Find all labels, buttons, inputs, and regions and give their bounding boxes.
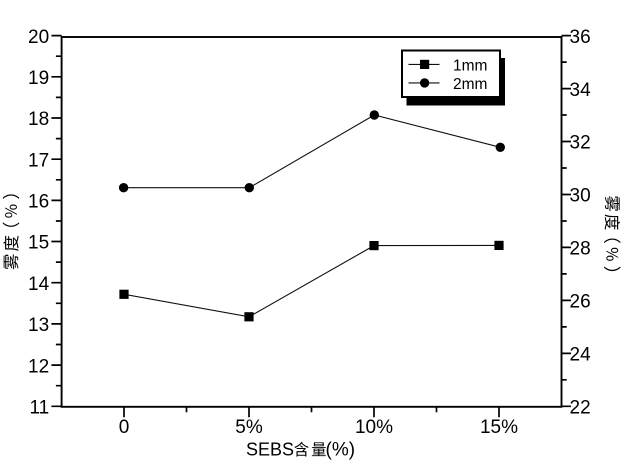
svg-text:13: 13 (28, 315, 49, 336)
svg-text:15: 15 (28, 233, 49, 254)
svg-text:5%: 5% (235, 417, 263, 438)
svg-text:18: 18 (28, 109, 49, 130)
svg-text:15%: 15% (480, 417, 518, 438)
svg-text:10%: 10% (355, 417, 393, 438)
svg-text:11: 11 (29, 398, 49, 419)
svg-text:20: 20 (28, 27, 49, 48)
svg-text:17: 17 (28, 150, 49, 171)
svg-text:32: 32 (570, 133, 591, 154)
svg-text:19: 19 (28, 68, 49, 89)
svg-text:14: 14 (28, 274, 50, 295)
svg-text:2mm: 2mm (453, 76, 487, 93)
svg-text:36: 36 (570, 27, 591, 48)
svg-text:16: 16 (28, 192, 49, 213)
svg-text:26: 26 (570, 292, 591, 313)
svg-text:0: 0 (119, 417, 130, 438)
svg-text:28: 28 (570, 239, 591, 260)
svg-text:12: 12 (28, 356, 49, 377)
svg-text:1mm: 1mm (453, 57, 487, 74)
svg-text:SEBS: SEBS (246, 439, 294, 459)
svg-text:24: 24 (570, 345, 592, 366)
svg-text:30: 30 (570, 186, 591, 207)
svg-text:34: 34 (570, 80, 592, 101)
svg-text:22: 22 (570, 398, 591, 419)
svg-text:(%): (%) (326, 439, 356, 460)
